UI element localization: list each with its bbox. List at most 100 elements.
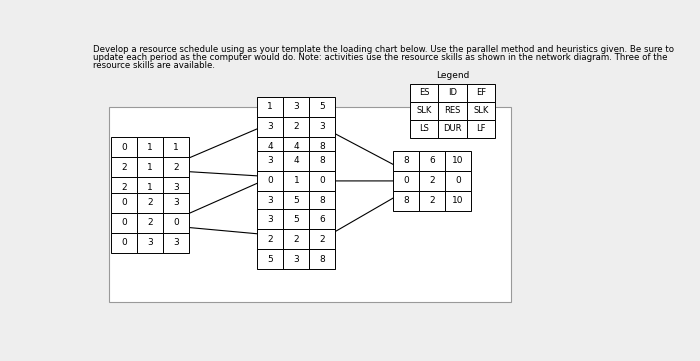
Text: 8: 8 xyxy=(403,196,409,205)
Bar xyxy=(309,117,335,137)
Bar xyxy=(284,171,309,191)
Text: 3: 3 xyxy=(293,102,299,111)
Bar xyxy=(258,97,284,117)
Bar xyxy=(284,151,309,171)
Bar xyxy=(309,171,335,191)
Text: 1: 1 xyxy=(267,102,273,111)
Bar xyxy=(284,117,309,137)
Bar xyxy=(284,137,309,157)
Bar xyxy=(111,232,137,253)
Bar xyxy=(445,151,471,171)
Text: 6: 6 xyxy=(319,215,326,224)
Bar xyxy=(137,177,163,197)
Bar xyxy=(438,84,467,102)
Text: 4: 4 xyxy=(267,142,273,151)
Text: ES: ES xyxy=(419,88,430,97)
Text: 2: 2 xyxy=(429,177,435,186)
Text: 6: 6 xyxy=(429,156,435,165)
Text: 0: 0 xyxy=(267,177,273,186)
Text: 5: 5 xyxy=(293,215,299,224)
Bar xyxy=(309,249,335,269)
Text: Legend: Legend xyxy=(436,71,469,80)
Bar xyxy=(419,171,445,191)
Bar xyxy=(467,84,495,102)
Text: 2: 2 xyxy=(267,235,273,244)
Bar xyxy=(111,213,137,232)
Bar xyxy=(163,213,189,232)
Bar xyxy=(309,151,335,171)
Text: SLK: SLK xyxy=(416,106,432,115)
Text: 0: 0 xyxy=(121,238,127,247)
Bar xyxy=(309,97,335,117)
Text: 2: 2 xyxy=(293,122,299,131)
Bar xyxy=(258,191,284,211)
Bar xyxy=(258,137,284,157)
Text: 3: 3 xyxy=(267,156,273,165)
Text: 5: 5 xyxy=(293,196,299,205)
Bar xyxy=(467,120,495,138)
Bar xyxy=(309,137,335,157)
Text: SLK: SLK xyxy=(473,106,489,115)
Bar xyxy=(258,117,284,137)
Bar xyxy=(467,102,495,120)
Text: 1: 1 xyxy=(147,183,153,192)
Text: RES: RES xyxy=(444,106,461,115)
Bar xyxy=(419,151,445,171)
Bar xyxy=(137,192,163,213)
Bar xyxy=(284,209,309,229)
Bar xyxy=(393,171,419,191)
Bar xyxy=(284,249,309,269)
Bar xyxy=(258,171,284,191)
Text: 3: 3 xyxy=(293,255,299,264)
Bar xyxy=(410,102,438,120)
Text: 3: 3 xyxy=(147,238,153,247)
Text: 3: 3 xyxy=(267,215,273,224)
Text: 0: 0 xyxy=(173,218,178,227)
Text: 0: 0 xyxy=(121,218,127,227)
Text: 8: 8 xyxy=(319,156,326,165)
Text: 3: 3 xyxy=(173,238,178,247)
Text: 1: 1 xyxy=(147,143,153,152)
Bar xyxy=(109,107,510,302)
Text: 5: 5 xyxy=(319,102,326,111)
Bar xyxy=(284,97,309,117)
Text: 1: 1 xyxy=(173,143,178,152)
Bar xyxy=(137,213,163,232)
Text: 3: 3 xyxy=(173,198,178,207)
Bar xyxy=(163,177,189,197)
Text: 3: 3 xyxy=(319,122,326,131)
Bar xyxy=(163,137,189,157)
Text: 3: 3 xyxy=(267,196,273,205)
Bar xyxy=(258,209,284,229)
Text: update each period as the computer would do. Note: activities use the resource s: update each period as the computer would… xyxy=(93,53,667,62)
Bar xyxy=(111,137,137,157)
Text: 4: 4 xyxy=(293,142,299,151)
Bar xyxy=(309,209,335,229)
Bar xyxy=(309,191,335,211)
Bar xyxy=(410,84,438,102)
Text: 2: 2 xyxy=(121,162,127,171)
Bar xyxy=(410,120,438,138)
Bar xyxy=(393,151,419,171)
Text: 8: 8 xyxy=(319,255,326,264)
Bar xyxy=(111,177,137,197)
Bar xyxy=(137,137,163,157)
Text: 2: 2 xyxy=(147,198,153,207)
Bar xyxy=(284,191,309,211)
Text: EF: EF xyxy=(476,88,486,97)
Text: 0: 0 xyxy=(319,177,326,186)
Text: 0: 0 xyxy=(455,177,461,186)
Text: ID: ID xyxy=(448,88,457,97)
Bar xyxy=(163,157,189,177)
Text: 2: 2 xyxy=(293,235,299,244)
Bar xyxy=(438,120,467,138)
Text: resource skills are available.: resource skills are available. xyxy=(93,61,215,70)
Bar xyxy=(163,232,189,253)
Text: 10: 10 xyxy=(452,196,464,205)
Text: 0: 0 xyxy=(121,143,127,152)
Text: 2: 2 xyxy=(173,162,178,171)
Bar xyxy=(111,157,137,177)
Bar xyxy=(258,151,284,171)
Text: 1: 1 xyxy=(293,177,299,186)
Text: 1: 1 xyxy=(147,162,153,171)
